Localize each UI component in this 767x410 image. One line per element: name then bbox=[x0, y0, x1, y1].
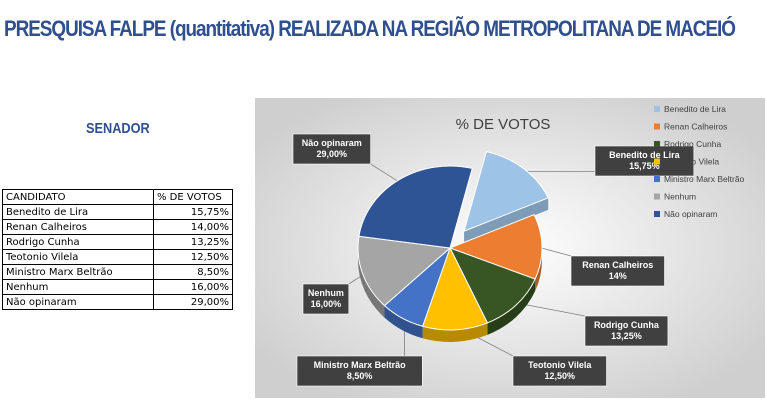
legend-swatch-renan-calheiros bbox=[654, 123, 660, 130]
section-title: SENADOR bbox=[86, 120, 150, 137]
data-label-value-benedito-de-lira: 15,75% bbox=[629, 161, 660, 171]
leader-line-nao-opinaram bbox=[370, 163, 402, 184]
votes-cell: 14,00% bbox=[153, 219, 233, 235]
votes-table: CANDIDATO % DE VOTOS Benedito de Lira 15,… bbox=[2, 189, 233, 310]
legend-swatch-nenhum bbox=[654, 193, 660, 200]
votes-cell: 15,75% bbox=[153, 204, 233, 220]
votes-cell: 12,50% bbox=[153, 249, 233, 265]
pie-chart-panel: % DE VOTOS Benedito de Lira 15,75% Renan C… bbox=[255, 98, 765, 398]
legend-entry-nao-opinaram: Não opinaram bbox=[664, 209, 717, 219]
pie-slice-nao-opinaram bbox=[358, 165, 473, 249]
data-label-name-rodrigo-cunha: Rodrigo Cunha bbox=[594, 320, 660, 330]
legend-swatch-teotonio-vilela bbox=[654, 158, 660, 165]
data-label-name-nenhum: Nenhum bbox=[308, 288, 344, 298]
legend-entry-benedito-de-lira: Benedito de Lira bbox=[664, 104, 726, 114]
table-row: Teotonio Vilela 12,50% bbox=[2, 249, 233, 265]
legend-swatch-rodrigo-cunha bbox=[654, 141, 660, 147]
legend-swatch-nao-opinaram bbox=[654, 211, 660, 217]
data-label-name-teotonio-vilela: Teotonio Vilela bbox=[528, 360, 592, 370]
data-label-box-nenhum bbox=[302, 283, 350, 315]
data-label-box-nao-opinaram bbox=[292, 133, 371, 165]
pie-slice-side-renan-calheiros bbox=[535, 248, 542, 292]
votes-cell: 8,50% bbox=[153, 264, 233, 280]
data-label-box-ministro-marx-beltrao bbox=[296, 355, 423, 387]
data-label-value-nao-opinaram: 29,00% bbox=[317, 149, 348, 159]
pie-slice-side-ministro-marx-beltrao bbox=[384, 305, 423, 339]
candidate-cell: Benedito de Lira bbox=[2, 204, 154, 220]
pie-slice-renan-calheiros bbox=[448, 214, 543, 280]
pie-slice-side-teotonio-vilela bbox=[422, 322, 488, 342]
column-header-candidate: CANDIDATO bbox=[2, 189, 154, 205]
pie-slice-side-nenhum bbox=[358, 248, 385, 318]
votes-cell: 13,25% bbox=[153, 234, 233, 250]
data-label-value-renan-calheiros: 14% bbox=[609, 271, 627, 281]
chart-title: % DE VOTOS bbox=[456, 116, 551, 133]
data-label-name-ministro-marx-beltrao: Ministro Marx Beltrão bbox=[314, 360, 407, 370]
leader-line-renan-calheiros bbox=[537, 246, 572, 257]
legend-swatch-ministro-marx-beltrao bbox=[654, 176, 660, 182]
candidate-cell: Nenhum bbox=[2, 279, 154, 295]
table-row: Rodrigo Cunha 13,25% bbox=[2, 234, 233, 250]
candidate-cell: Renan Calheiros bbox=[2, 219, 154, 235]
pie-slice-wall-benedito-de-lira bbox=[464, 197, 549, 244]
legend-entry-ministro-marx-beltrao: Ministro Marx Beltrão bbox=[664, 174, 745, 184]
data-label-name-benedito-de-lira: Benedito de Lira bbox=[609, 150, 681, 160]
candidate-cell: Não opinaram bbox=[2, 294, 154, 310]
legend-entry-renan-calheiros: Renan Calheiros bbox=[664, 122, 727, 132]
column-header-votes: % DE VOTOS bbox=[153, 189, 233, 205]
candidate-cell: Rodrigo Cunha bbox=[2, 234, 154, 250]
candidate-cell: Ministro Marx Beltrão bbox=[2, 264, 154, 280]
data-label-box-rodrigo-cunha bbox=[584, 315, 669, 347]
votes-cell: 16,00% bbox=[153, 279, 233, 295]
legend-entry-rodrigo-cunha: Rodrigo Cunha bbox=[664, 139, 721, 149]
data-label-box-benedito-de-lira bbox=[594, 145, 695, 177]
data-label-value-rodrigo-cunha: 13,25% bbox=[611, 331, 642, 341]
table-row: Renan Calheiros 14,00% bbox=[2, 219, 233, 235]
data-label-name-nao-opinaram: Não opinaram bbox=[302, 138, 362, 148]
legend-entry-teotonio-vilela: Teotonio Vilela bbox=[664, 157, 719, 167]
table-row: Nenhum 16,00% bbox=[2, 279, 233, 295]
pie-slice-rodrigo-cunha bbox=[448, 247, 536, 324]
data-label-box-teotonio-vilela bbox=[512, 355, 607, 387]
table-header-row: CANDIDATO % DE VOTOS bbox=[2, 189, 233, 205]
pie-slice-side-rodrigo-cunha bbox=[487, 279, 536, 335]
legend-swatch-benedito-de-lira bbox=[654, 106, 660, 112]
data-label-value-ministro-marx-beltrao: 8,50% bbox=[347, 371, 373, 381]
data-label-value-teotonio-vilela: 12,50% bbox=[544, 371, 575, 381]
votes-cell: 29,00% bbox=[153, 294, 233, 310]
candidate-cell: Teotonio Vilela bbox=[2, 249, 154, 265]
page-title: PRESQUISA FALPE (quantitativa) REALIZADA… bbox=[4, 16, 736, 41]
table-row: Não opinaram 29,00% bbox=[2, 294, 233, 310]
pie-slice-nenhum bbox=[357, 235, 452, 307]
legend-entry-nenhum: Nenhum bbox=[664, 192, 696, 202]
pie-slice-benedito-de-lira bbox=[463, 150, 549, 232]
data-label-value-nenhum: 16,00% bbox=[311, 299, 342, 309]
data-label-box-renan-calheiros bbox=[570, 255, 665, 287]
pie-slice-teotonio-vilela bbox=[421, 246, 489, 331]
table-row: Benedito de Lira 15,75% bbox=[2, 204, 233, 220]
table-row: Ministro Marx Beltrão 8,50% bbox=[2, 264, 233, 280]
data-label-name-renan-calheiros: Renan Calheiros bbox=[582, 260, 653, 270]
